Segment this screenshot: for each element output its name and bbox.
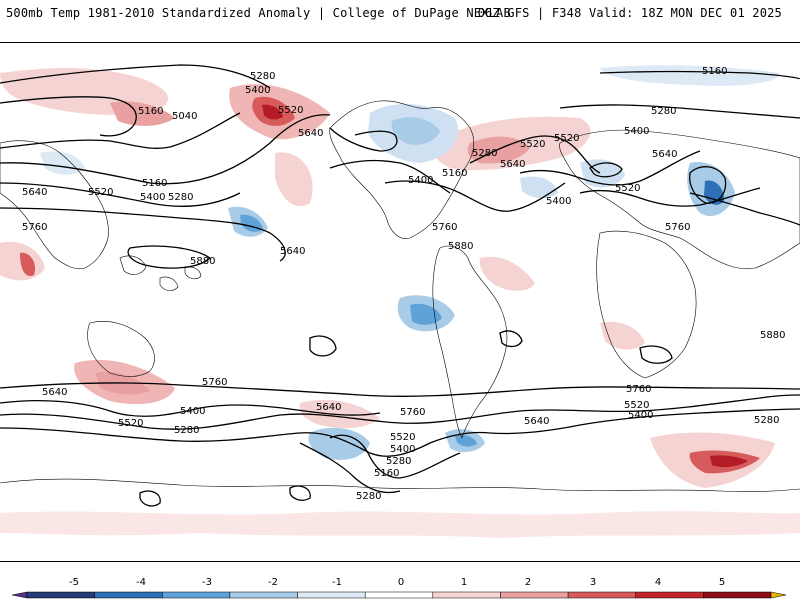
contour-label: 5280 xyxy=(174,425,199,436)
contour-label: 5760 xyxy=(432,222,457,233)
colorbar-segment xyxy=(635,591,704,599)
colorbar-segment xyxy=(162,591,231,599)
colorbar-tick: -4 xyxy=(136,577,146,588)
colorbar-tick: -5 xyxy=(69,577,79,588)
contour-label: 5400 xyxy=(140,192,165,203)
contour-label: 5160 xyxy=(138,106,163,117)
colorbar-tick: -2 xyxy=(268,577,278,588)
contour-label: 5640 xyxy=(316,402,341,413)
contour-label: 5280 xyxy=(168,192,193,203)
contour-label: 5880 xyxy=(190,256,215,267)
contour-label: 5280 xyxy=(250,71,275,82)
colorbar-tick-labels: -5 -4 -3 -2 -1 0 1 2 3 4 5 xyxy=(69,577,725,588)
contour-label: 5280 xyxy=(472,148,497,159)
contour-label: 5160 xyxy=(142,178,167,189)
colorbar-tick: -1 xyxy=(332,577,342,588)
colorbar-tick: 2 xyxy=(525,577,531,588)
colorbar-arrow-high xyxy=(770,591,787,599)
anomaly-colorbar: -5 -4 -3 -2 -1 0 1 2 3 4 5 xyxy=(11,577,787,599)
contour-label: 5640 xyxy=(280,246,305,257)
world-map: 5280 5400 5520 5160 5040 5640 5280 5160 … xyxy=(0,64,800,538)
chart-title: 500mb Temp 1981-2010 Standardized Anomal… xyxy=(6,6,511,20)
contour-label: 5400 xyxy=(408,175,433,186)
contour-labels: 5280 5400 5520 5160 5040 5640 5280 5160 … xyxy=(22,66,785,502)
contour-label: 5280 xyxy=(356,491,381,502)
contour-label: 5400 xyxy=(546,196,571,207)
contour-label: 5400 xyxy=(245,85,270,96)
contour-label: 5160 xyxy=(442,168,467,179)
contour-label: 5400 xyxy=(390,444,415,455)
contour-label: 5400 xyxy=(628,410,653,421)
contour-label: 5520 xyxy=(390,432,415,443)
model-run-info: 06Z GFS | F348 Valid: 18Z MON DEC 01 202… xyxy=(477,6,782,20)
colorbar-tick: 0 xyxy=(398,577,404,588)
colorbar-segment xyxy=(297,591,366,599)
contour-label: 5640 xyxy=(524,416,549,427)
colorbar-tick: 4 xyxy=(655,577,661,588)
contour-label: 5640 xyxy=(42,387,67,398)
contour-label: 5640 xyxy=(298,128,323,139)
contour-label: 5520 xyxy=(278,105,303,116)
map-panel: 5280 5400 5520 5160 5040 5640 5280 5160 … xyxy=(0,42,800,562)
colorbar-segment xyxy=(26,591,95,599)
contour-label: 5520 xyxy=(520,139,545,150)
contour-label: 5520 xyxy=(88,187,113,198)
colorbar-segment xyxy=(432,591,501,599)
contour-label: 5760 xyxy=(202,377,227,388)
contour-label: 5640 xyxy=(652,149,677,160)
colorbar-tick: 5 xyxy=(719,577,725,588)
contour-label: 5280 xyxy=(651,106,676,117)
contour-label: 5520 xyxy=(624,400,649,411)
colorbar-tick: 1 xyxy=(461,577,467,588)
contour-label: 5160 xyxy=(374,468,399,479)
contour-label: 5760 xyxy=(665,222,690,233)
contour-label: 5520 xyxy=(118,418,143,429)
contour-label: 5760 xyxy=(22,222,47,233)
contour-label: 5400 xyxy=(180,406,205,417)
contour-label: 5520 xyxy=(554,133,579,144)
colorbar-segment xyxy=(94,591,163,599)
height-contours xyxy=(0,64,800,507)
contour-label: 5040 xyxy=(172,111,197,122)
colorbar-segment xyxy=(364,591,434,599)
colorbar-segments xyxy=(11,591,787,599)
contour-label: 5400 xyxy=(624,126,649,137)
contour-label: 5880 xyxy=(760,330,785,341)
colorbar-segment xyxy=(500,591,569,599)
contour-label: 5640 xyxy=(22,187,47,198)
contour-label: 5880 xyxy=(448,241,473,252)
colorbar-segment xyxy=(229,591,298,599)
contour-label: 5280 xyxy=(386,456,411,467)
warm-anomaly-shading xyxy=(0,68,800,538)
contour-label: 5640 xyxy=(500,159,525,170)
colorbar-tick: 3 xyxy=(590,577,596,588)
contour-label: 5760 xyxy=(626,384,651,395)
contour-label: 5760 xyxy=(400,407,425,418)
colorbar-segment xyxy=(703,591,772,599)
colorbar-arrow-low xyxy=(11,591,28,599)
contour-label: 5160 xyxy=(702,66,727,77)
contour-label: 5280 xyxy=(754,415,779,426)
colorbar-tick: -3 xyxy=(202,577,212,588)
colorbar-segment xyxy=(567,591,636,599)
contour-label: 5520 xyxy=(615,183,640,194)
